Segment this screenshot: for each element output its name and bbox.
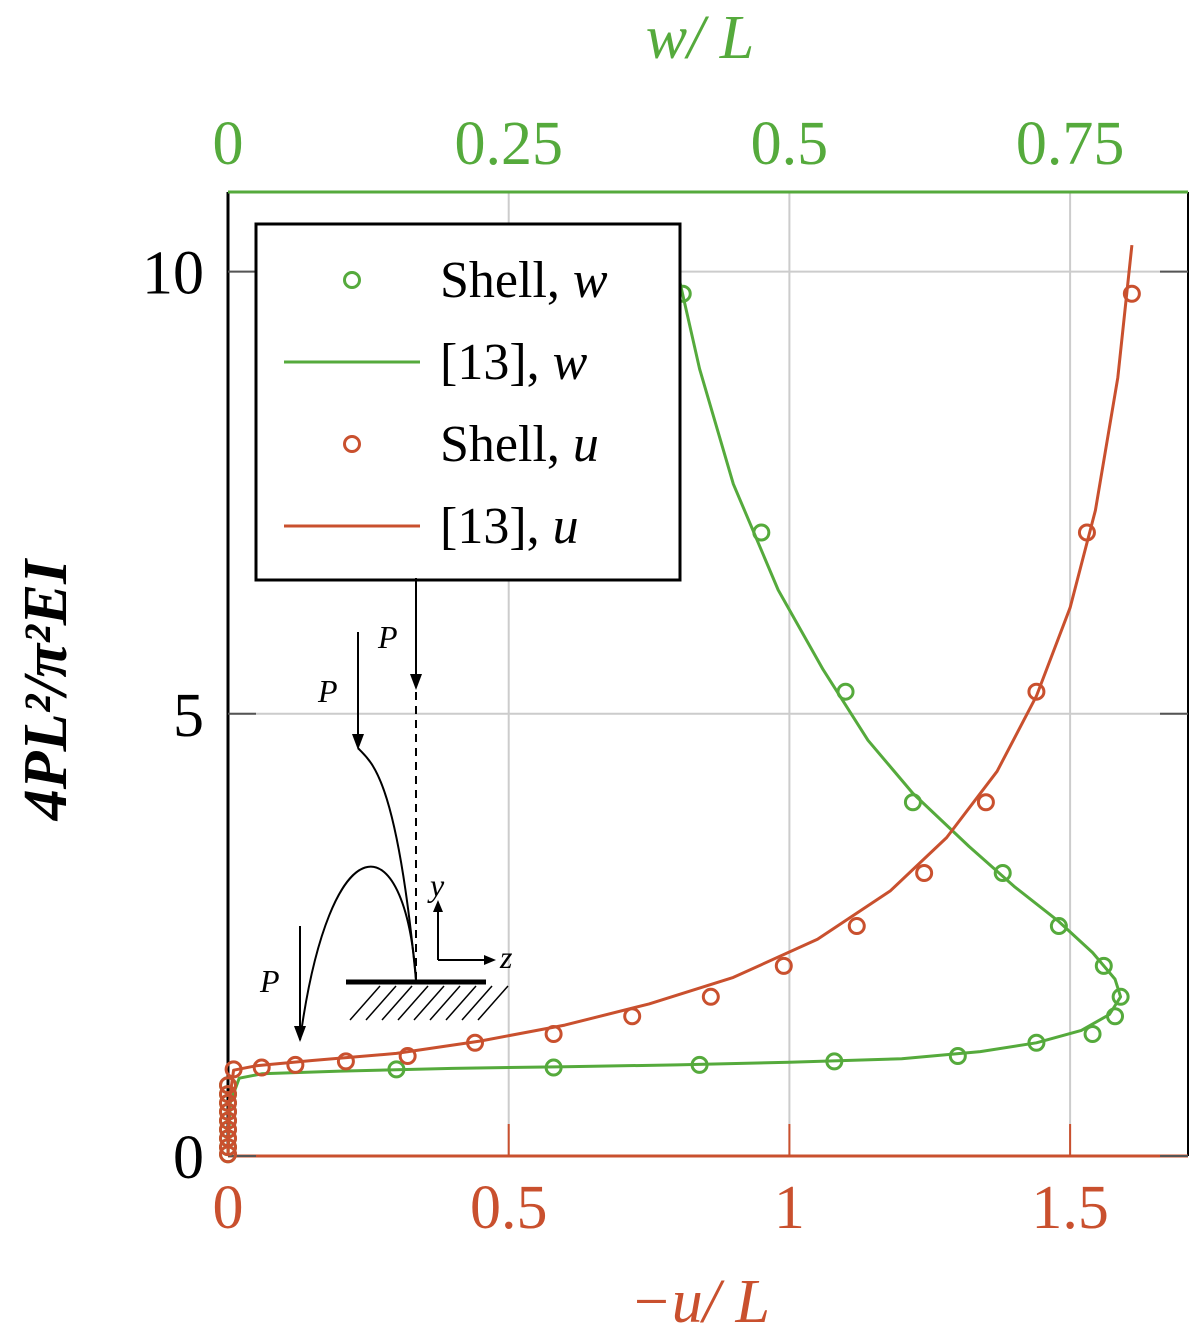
top-tick-label: 0.25 [454, 110, 563, 178]
data-point [1049, 917, 1068, 936]
data-point [1111, 987, 1130, 1006]
bottom-axis-title: −u/ L [630, 1268, 770, 1336]
load-label: P [259, 963, 280, 999]
hatch-line [413, 985, 445, 1021]
beam-shape-1 [357, 747, 417, 981]
data-point [847, 917, 866, 936]
y-tick-label: 10 [142, 240, 204, 308]
data-point [701, 987, 720, 1006]
data-point [774, 956, 793, 975]
legend-label: Shell, w [440, 252, 608, 309]
top-tick-label: 0 [213, 110, 244, 178]
data-point [993, 863, 1012, 882]
data-point [915, 863, 934, 882]
hatch-line [349, 985, 381, 1021]
hatch-line [461, 985, 493, 1021]
hatch-line [397, 985, 429, 1021]
hatch-line [429, 985, 461, 1021]
bottom-tick-label: 0 [213, 1174, 244, 1242]
legend-box [254, 222, 682, 582]
load-arrowhead [410, 674, 422, 690]
legend: Shell, w [13], w Shell, u [13], u [254, 222, 682, 582]
bottom-tick-label: 0.5 [470, 1174, 548, 1242]
legend-label: [13], u [440, 498, 579, 555]
y-axis-arrowhead [433, 900, 443, 912]
legend-marker [343, 271, 361, 289]
load-label: P [377, 619, 398, 655]
plot-frame [226, 190, 1189, 1158]
data-point [398, 1047, 417, 1066]
data-point [948, 1047, 967, 1066]
load-label: P [317, 673, 338, 709]
y-tick-label: 5 [173, 682, 204, 750]
z-axis-label: z [499, 939, 513, 975]
hatch-line [365, 985, 397, 1021]
bottom-tick-label: 1 [774, 1174, 805, 1242]
top-tick-label: 0.5 [751, 110, 829, 178]
hatch-line [381, 985, 413, 1021]
inset-schematic: P P Py z [259, 578, 513, 1042]
data-point [286, 1055, 305, 1074]
series-line [226, 244, 1123, 1157]
data-point [1094, 956, 1113, 975]
data-point [1106, 1007, 1125, 1026]
data-point [219, 1076, 237, 1095]
hatch-line [445, 985, 477, 1021]
y-tick-label: 0 [173, 1124, 204, 1192]
beam-shape-2 [299, 865, 417, 1041]
data-point [336, 1052, 355, 1071]
series-line [226, 244, 1134, 1157]
top-tick-label: 0.75 [1016, 110, 1125, 178]
data-point [1083, 1024, 1102, 1043]
bottom-tick-label: 1.5 [1031, 1174, 1109, 1242]
data-point [1122, 284, 1141, 303]
hatch-line [477, 985, 509, 1021]
data-point [976, 793, 995, 812]
y-axis-title: 4PL²/π²EI [12, 558, 80, 821]
load-arrowhead [294, 1026, 306, 1042]
tick-labels: 0 0.5 1 1.5 0 0.25 0.5 0.75 0 5 10 [142, 110, 1124, 1242]
z-axis-arrowhead [484, 955, 496, 965]
legend-label: [13], w [440, 334, 588, 391]
y-axis-label: y [427, 867, 445, 903]
legend-marker [343, 435, 361, 453]
top-axis-title: w/ L [646, 4, 755, 72]
load-arrowhead [352, 734, 364, 750]
legend-label: Shell, u [440, 416, 599, 473]
series-layer [219, 244, 1141, 1164]
